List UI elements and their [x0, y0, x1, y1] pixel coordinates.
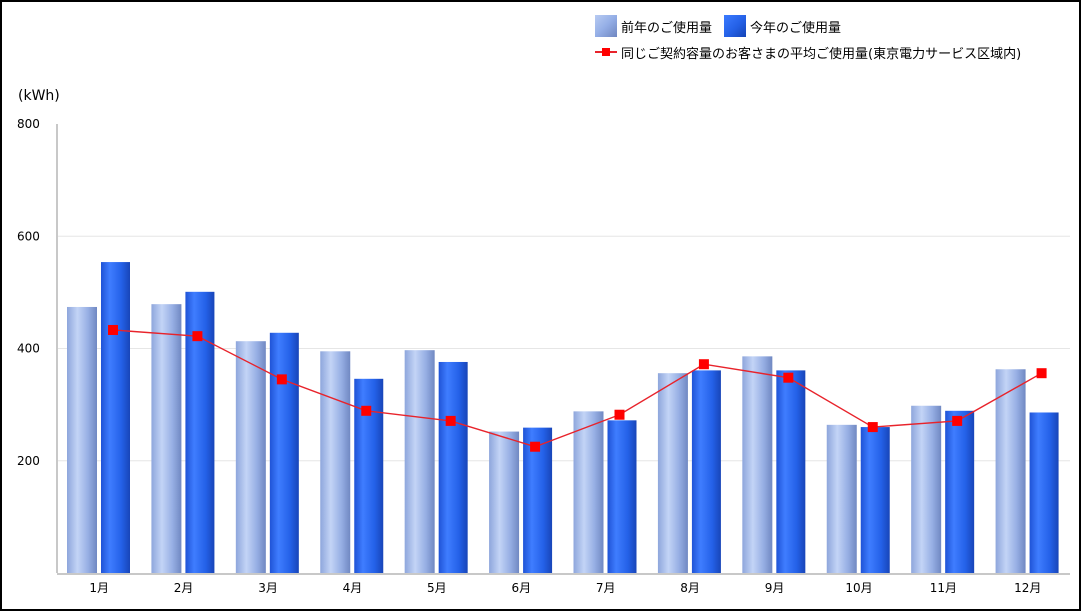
- average-line-marker-icon: [595, 45, 617, 59]
- average-marker: [530, 441, 541, 452]
- prior-year-bar: [573, 411, 604, 573]
- current-year-bar: [860, 427, 890, 573]
- y-tick-label: 800: [17, 117, 40, 131]
- current-year-swatch-icon: [724, 15, 747, 37]
- axes: [56, 124, 1070, 575]
- x-tick-label: 4月: [343, 581, 363, 595]
- current-year-bar: [1029, 412, 1059, 573]
- x-tick-label: 1月: [89, 581, 109, 595]
- average-marker: [783, 372, 794, 383]
- y-axis-ticks: 200 400 600 800: [17, 117, 40, 468]
- x-tick-label: 2月: [174, 581, 194, 595]
- legend-row-bars: 前年のご使用量 今年のご使用量: [595, 13, 1021, 39]
- y-tick-label: 400: [17, 342, 40, 356]
- average-marker: [192, 331, 203, 342]
- current-year-bar: [101, 262, 130, 573]
- x-tick-label: 9月: [765, 581, 785, 595]
- average-marker: [698, 359, 709, 370]
- current-year-bar: [607, 420, 637, 573]
- y-tick-label: 200: [17, 454, 40, 468]
- average-marker: [276, 374, 287, 385]
- x-tick-label: 5月: [427, 581, 447, 595]
- prior-year-bar: [826, 424, 857, 573]
- prior-year-bar: [151, 304, 182, 573]
- legend-current-label: 今年のご使用量: [750, 20, 842, 36]
- current-year-bar: [945, 410, 975, 573]
- x-tick-label: 12月: [1014, 581, 1041, 595]
- prior-year-bar: [235, 341, 266, 573]
- x-tick-label: 3月: [258, 581, 278, 595]
- prior-year-bar: [404, 350, 435, 573]
- average-marker: [445, 415, 456, 426]
- prior-year-bar: [657, 373, 688, 573]
- average-marker: [361, 405, 372, 416]
- prior-year-bar: [489, 431, 520, 573]
- bar-series: [67, 262, 1059, 573]
- prior-year-bar: [911, 405, 942, 573]
- legend-row-line: 同じご契約容量のお客さまの平均ご使用量(東京電力サービス区域内): [595, 39, 1021, 65]
- current-year-bar: [776, 370, 806, 573]
- x-axis-ticks: 1月 2月 3月 4月 5月 6月 7月 8月 9月 10月 11月 12月: [89, 581, 1041, 595]
- x-tick-label: 8月: [680, 581, 700, 595]
- prior-year-swatch-icon: [595, 15, 617, 37]
- average-marker: [108, 324, 118, 335]
- gridlines: [57, 235, 1070, 462]
- prior-year-bar: [320, 351, 351, 573]
- current-year-bar: [523, 427, 553, 573]
- x-tick-label: 7月: [596, 581, 616, 595]
- x-tick-label: 10月: [845, 581, 872, 595]
- average-line: [112, 329, 1042, 448]
- average-marker: [1036, 368, 1047, 379]
- current-year-bar: [438, 361, 468, 573]
- average-marker: [952, 415, 963, 426]
- legend-average-label: 同じご契約容量のお客さまの平均ご使用量(東京電力サービス区域内): [621, 46, 1022, 62]
- current-year-bar: [691, 370, 721, 573]
- prior-year-bar: [742, 356, 773, 573]
- y-axis-unit-label: (kWh): [18, 88, 60, 104]
- prior-year-bar: [67, 306, 97, 573]
- x-tick-label: 11月: [930, 581, 957, 595]
- average-line-series: [108, 324, 1047, 452]
- average-marker: [867, 422, 878, 433]
- current-year-bar: [269, 332, 299, 573]
- chart-legend: 前年のご使用量 今年のご使用量 同じご契約容量のお客さまの平均ご使用量(東京電力…: [595, 13, 1021, 65]
- prior-year-bar: [995, 369, 1026, 573]
- legend-prior-label: 前年のご使用量: [621, 20, 713, 36]
- y-tick-label: 600: [17, 229, 40, 243]
- average-marker: [614, 409, 625, 420]
- x-tick-label: 6月: [511, 581, 531, 595]
